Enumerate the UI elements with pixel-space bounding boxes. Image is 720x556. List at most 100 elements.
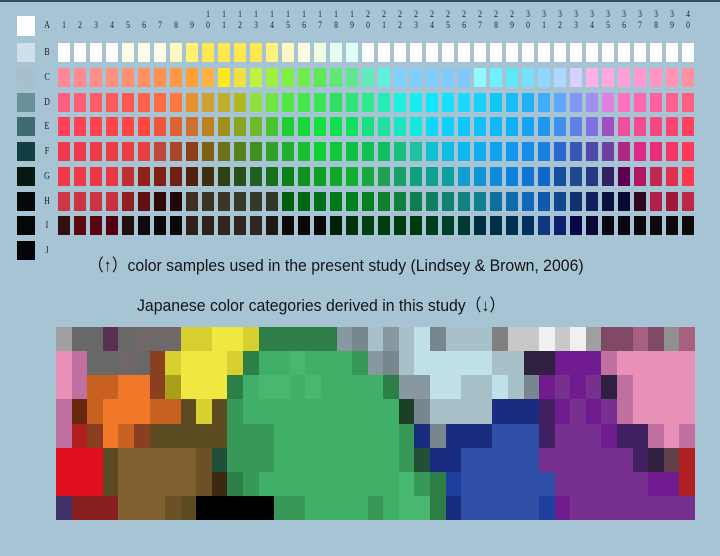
color-sample-B24 — [426, 43, 438, 62]
color-sample-I27 — [474, 216, 486, 236]
row-label: A — [44, 20, 50, 31]
category-cell — [149, 495, 166, 520]
color-sample-H22 — [394, 191, 406, 211]
color-sample-F37 — [634, 142, 646, 161]
category-cell — [243, 351, 259, 376]
color-sample-F39 — [666, 142, 678, 161]
color-sample-B15 — [282, 43, 294, 62]
color-sample-I35 — [602, 216, 614, 236]
color-sample-G14 — [266, 166, 278, 186]
category-cell — [165, 471, 181, 496]
category-cell — [383, 495, 399, 520]
category-cell — [570, 375, 586, 400]
column-label: 2 6 — [462, 9, 466, 30]
column-label: 1 9 — [350, 9, 354, 30]
color-sample-F30 — [522, 142, 534, 161]
color-sample-F23 — [410, 142, 422, 161]
color-sample-B1 — [58, 43, 70, 62]
color-sample-H9 — [186, 191, 198, 211]
category-cell — [383, 351, 399, 376]
color-sample-I8 — [170, 216, 182, 236]
color-sample-E29 — [506, 117, 518, 137]
color-sample-E7 — [154, 117, 166, 137]
color-sample-H8 — [170, 191, 182, 211]
color-sample-H17 — [314, 191, 326, 211]
color-sample-C13 — [250, 67, 262, 87]
column-label: 2 3 — [414, 9, 418, 30]
color-sample-C19 — [346, 67, 358, 87]
category-cell — [648, 327, 664, 352]
category-cell — [289, 351, 306, 376]
category-cell — [476, 351, 493, 376]
category-cell — [336, 471, 353, 496]
category-cell — [320, 447, 337, 472]
color-sample-C31 — [538, 67, 550, 87]
category-cell — [430, 327, 446, 352]
color-sample-G37 — [634, 166, 646, 186]
category-cell — [663, 327, 680, 352]
category-cell — [679, 327, 695, 352]
category-cell — [507, 447, 524, 472]
category-cell — [102, 399, 119, 424]
color-sample-B35 — [602, 43, 614, 62]
color-sample-E4 — [106, 117, 118, 137]
color-sample-I20 — [362, 216, 374, 236]
category-cell — [133, 471, 150, 496]
color-sample-F27 — [474, 142, 486, 161]
category-cell — [243, 399, 259, 424]
category-cell — [87, 399, 103, 424]
color-sample-F22 — [394, 142, 406, 161]
color-sample-F14 — [266, 142, 278, 161]
category-cell — [320, 351, 337, 376]
color-sample-E8 — [170, 117, 182, 137]
category-cell — [87, 375, 103, 400]
category-cell — [352, 447, 368, 472]
color-sample-E33 — [570, 117, 582, 137]
color-sample-D2 — [74, 92, 86, 112]
column-label: 1 1 — [222, 9, 226, 30]
color-sample-H13 — [250, 191, 262, 211]
category-cell — [149, 375, 166, 400]
category-cell — [585, 447, 602, 472]
category-cell — [243, 471, 259, 496]
color-sample-C38 — [650, 67, 662, 87]
color-sample-D10 — [202, 92, 214, 112]
color-sample-I38 — [650, 216, 662, 236]
category-cell — [476, 423, 493, 448]
color-sample-E20 — [362, 117, 374, 137]
achromatic-swatch — [17, 166, 35, 186]
color-sample-C23 — [410, 67, 422, 87]
color-sample-F10 — [202, 142, 214, 161]
color-sample-C27 — [474, 67, 486, 87]
color-sample-B17 — [314, 43, 326, 62]
category-cell — [118, 399, 134, 424]
color-sample-G8 — [170, 166, 182, 186]
category-cell — [56, 447, 72, 472]
category-cell — [258, 495, 275, 520]
category-cell — [87, 423, 103, 448]
color-sample-B20 — [362, 43, 374, 62]
column-label: 2 4 — [430, 9, 434, 30]
color-sample-G28 — [490, 166, 502, 186]
category-cell — [211, 495, 228, 520]
color-sample-H33 — [570, 191, 582, 211]
category-cell — [243, 327, 259, 352]
color-sample-I17 — [314, 216, 326, 236]
category-cell — [492, 423, 508, 448]
category-cell — [570, 327, 586, 352]
category-cell — [102, 351, 119, 376]
color-sample-B23 — [410, 43, 422, 62]
color-sample-E26 — [458, 117, 470, 137]
column-label: 1 6 — [302, 9, 306, 30]
category-cell — [507, 327, 524, 352]
color-sample-G6 — [138, 166, 150, 186]
category-cell — [679, 399, 695, 424]
category-cell — [320, 375, 337, 400]
color-sample-F16 — [298, 142, 310, 161]
color-sample-G17 — [314, 166, 326, 186]
color-sample-D38 — [650, 92, 662, 112]
category-cell — [476, 471, 493, 496]
color-sample-I14 — [266, 216, 278, 236]
category-cell — [539, 327, 555, 352]
color-sample-G38 — [650, 166, 662, 186]
